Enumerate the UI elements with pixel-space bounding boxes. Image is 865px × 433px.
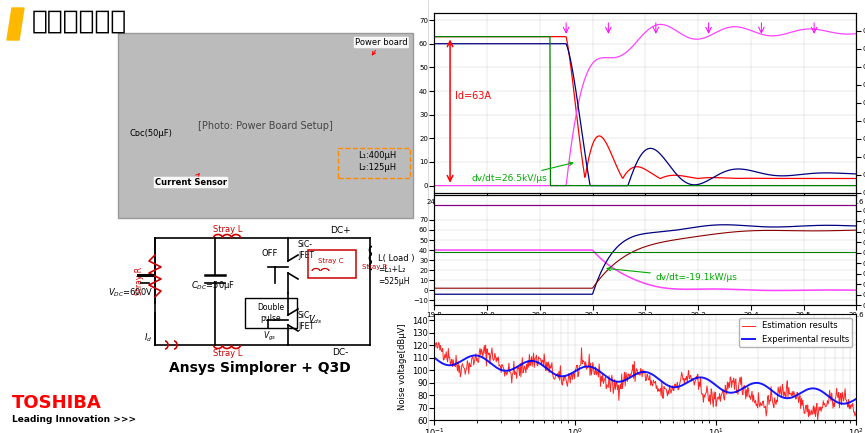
Legend: Estimation results, Experimental results: Estimation results, Experimental results <box>739 318 852 347</box>
Text: Stray R: Stray R <box>136 267 144 295</box>
Experimental results <box>838 401 849 406</box>
Text: L( Load ): L( Load ) <box>378 253 414 262</box>
Experimental results <box>470 353 480 358</box>
Line: Experimental results: Experimental results <box>434 355 856 404</box>
Estimation results <box>812 417 823 423</box>
Estimation results <box>504 369 515 375</box>
Text: Leading Innovation >>>: Leading Innovation >>> <box>12 414 136 423</box>
Bar <box>308 250 356 278</box>
Text: 开关模块建模: 开关模块建模 <box>32 9 127 35</box>
Text: DC-: DC- <box>332 348 349 357</box>
Bar <box>245 298 297 328</box>
Text: Cᴅᴄ(50μF): Cᴅᴄ(50μF) <box>130 129 173 138</box>
Line: Estimation results: Estimation results <box>434 343 856 420</box>
Experimental results <box>504 368 515 373</box>
Text: TOSHIBA: TOSHIBA <box>12 394 102 412</box>
Text: OFF: OFF <box>261 249 278 258</box>
Estimation results <box>851 408 862 414</box>
Estimation results <box>621 370 631 375</box>
Experimental results <box>678 382 689 387</box>
Estimation results <box>747 399 758 404</box>
Text: Stray L: Stray L <box>214 225 243 234</box>
Experimental results <box>538 363 548 368</box>
Estimation results <box>429 342 439 347</box>
Text: dv/dt=-19.1kW/μs: dv/dt=-19.1kW/μs <box>607 267 738 282</box>
Text: [Photo: Power Board Setup]: [Photo: Power Board Setup] <box>197 121 332 131</box>
Text: =525μH: =525μH <box>378 277 409 285</box>
Text: $I_d$: $I_d$ <box>144 332 152 344</box>
Experimental results <box>621 377 631 382</box>
Estimation results <box>431 340 441 345</box>
Estimation results <box>538 363 548 368</box>
Text: $V_{DC}$=600V: $V_{DC}$=600V <box>108 287 153 299</box>
Experimental results <box>429 355 439 360</box>
Experimental results <box>851 396 862 401</box>
Y-axis label: Noise voltage[dBμV]: Noise voltage[dBμV] <box>398 323 407 410</box>
Estimation results <box>712 398 722 404</box>
Text: Stray C: Stray C <box>318 258 343 264</box>
Text: dv/dt=26.5kV/μs: dv/dt=26.5kV/μs <box>471 162 573 183</box>
Text: Current Sensor: Current Sensor <box>155 174 227 187</box>
Text: DC+: DC+ <box>330 226 350 235</box>
Polygon shape <box>7 8 24 40</box>
Estimation results <box>678 376 689 381</box>
Text: L₁:400μH: L₁:400μH <box>358 151 396 159</box>
Text: Stray L: Stray L <box>214 349 243 358</box>
Text: SiC-
JFET: SiC- JFET <box>298 240 314 260</box>
Text: L₂:125μH: L₂:125μH <box>358 164 396 172</box>
Text: $V_{gs}$: $V_{gs}$ <box>263 330 277 343</box>
Text: =L₁+L₂: =L₁+L₂ <box>378 265 406 275</box>
Text: Id=63A: Id=63A <box>455 91 491 101</box>
Experimental results <box>747 381 758 386</box>
Text: Power board: Power board <box>355 38 407 55</box>
Text: Double
pulse: Double pulse <box>258 303 285 323</box>
Experimental results <box>712 383 722 388</box>
Bar <box>118 33 413 218</box>
Text: SiC-
JFET: SiC- JFET <box>298 311 314 331</box>
Text: $V_{ds}$: $V_{ds}$ <box>308 314 323 326</box>
Text: Ansys Simplorer + Q3D: Ansys Simplorer + Q3D <box>170 361 351 375</box>
Text: $C_{DC}$=50μF: $C_{DC}$=50μF <box>191 279 235 293</box>
Text: Stray R: Stray R <box>362 264 388 270</box>
